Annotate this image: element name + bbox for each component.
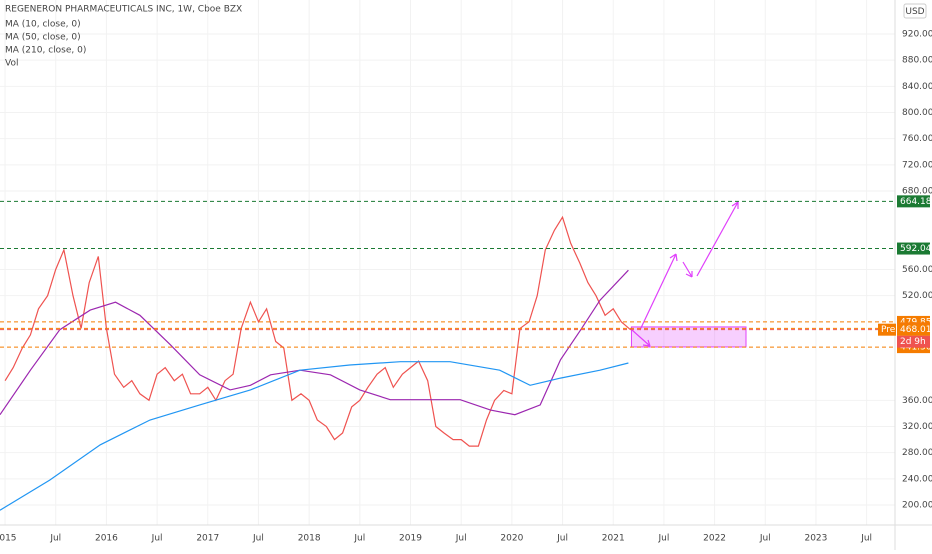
y-tick-label: 320.00	[902, 422, 932, 432]
price-badge	[897, 242, 930, 255]
pre-label: Pre	[881, 325, 896, 335]
x-tick-label: 2022	[703, 534, 726, 544]
x-tick-label: Jul	[657, 534, 669, 544]
y-tick-label: 520.00	[902, 291, 932, 301]
annotation-arrows	[631, 201, 739, 347]
y-tick-label: 880.00	[902, 56, 932, 66]
y-tick-label: 560.00	[902, 265, 932, 275]
y-tick-label: 200.00	[902, 501, 932, 511]
x-tick-label: Jul	[759, 534, 771, 544]
series-line	[4, 215, 631, 447]
x-tick-label: Jul	[49, 534, 61, 544]
x-tick-label: 2019	[399, 534, 422, 544]
price-badge	[897, 195, 930, 208]
y-tick-label: 920.00	[902, 30, 932, 40]
countdown-badge	[897, 335, 930, 348]
x-tick-label: Jul	[860, 534, 872, 544]
price-axis-bg	[895, 0, 932, 550]
y-tick-label: 800.00	[902, 108, 932, 118]
x-tick-label: 2018	[298, 534, 321, 544]
legend-item: MA (10, close, 0)	[5, 20, 81, 30]
x-tick-label: Jul	[353, 534, 365, 544]
x-tick-label: 2021	[602, 534, 625, 544]
series-line	[0, 269, 629, 416]
x-tick-label: Jul	[455, 534, 467, 544]
legend-item: Vol	[5, 59, 18, 69]
x-tick-label: Jul	[151, 534, 163, 544]
y-tick-label: 720.00	[902, 160, 932, 170]
x-tick-label: Jul	[252, 534, 264, 544]
price-badge-label: 468.01	[900, 325, 932, 335]
chart-title: REGENERON PHARMACEUTICALS INC, 1W, Cboe …	[5, 5, 242, 15]
x-tick-label: 2017	[196, 534, 219, 544]
x-tick-label: 2015	[0, 534, 17, 544]
x-tick-label: Jul	[556, 534, 568, 544]
x-tick-label: 2020	[500, 534, 523, 544]
pre-badge	[878, 323, 896, 336]
price-badge	[897, 323, 930, 336]
y-tick-label: 240.00	[902, 474, 932, 484]
x-tick-label: 2016	[95, 534, 118, 544]
x-tick-label: 2023	[804, 534, 827, 544]
price-badge-label: 592.04	[900, 244, 932, 254]
price-badge-label: 664.18	[900, 197, 932, 207]
y-tick-label: 840.00	[902, 82, 932, 92]
countdown: 2d 9h	[900, 337, 926, 347]
currency: USD	[905, 7, 924, 17]
y-tick-label: 280.00	[902, 448, 932, 458]
series-line	[0, 361, 629, 511]
legend-item: MA (210, close, 0)	[5, 46, 86, 56]
y-tick-label: 680.00	[902, 187, 932, 197]
currency-box[interactable]	[903, 3, 927, 19]
legend-item: MA (50, close, 0)	[5, 33, 81, 43]
y-tick-label: 760.00	[902, 134, 932, 144]
y-tick-label: 360.00	[902, 396, 932, 406]
grid	[0, 0, 895, 525]
